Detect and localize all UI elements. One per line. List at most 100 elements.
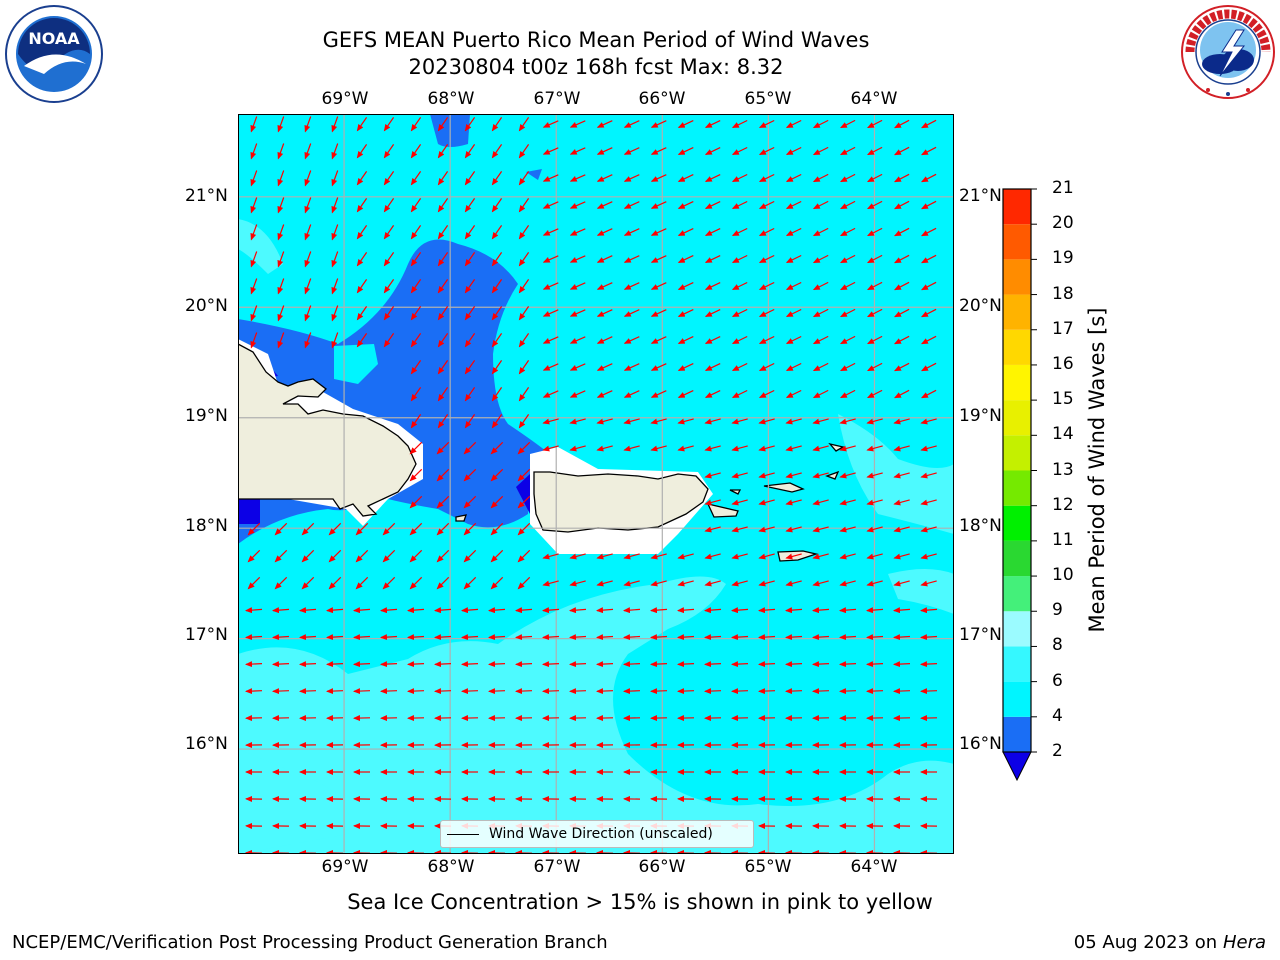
wind-wave-arrow	[704, 634, 722, 641]
wind-wave-arrow	[623, 580, 640, 587]
wind-wave-arrow	[840, 281, 856, 291]
wind-wave-arrow	[490, 576, 504, 590]
wind-wave-arrow	[245, 688, 263, 695]
wind-wave-arrow	[650, 228, 667, 236]
wind-wave-arrow	[758, 173, 775, 183]
wind-wave-arrow	[491, 333, 503, 348]
wind-wave-arrow	[410, 117, 422, 132]
wind-wave-arrow	[867, 335, 883, 345]
wind-wave-arrow	[515, 688, 533, 695]
wind-wave-arrow	[490, 549, 504, 563]
wind-wave-arrow	[437, 333, 449, 348]
wind-wave-arrow	[517, 441, 531, 455]
wind-wave-arrow	[409, 441, 423, 455]
wind-wave-arrow	[921, 119, 937, 129]
wind-wave-arrow	[677, 688, 695, 695]
wind-wave-arrow	[704, 580, 721, 587]
wind-wave-arrow	[245, 661, 263, 668]
wind-wave-arrow	[758, 362, 775, 372]
wind-wave-arrow	[731, 418, 748, 425]
wind-wave-arrow	[299, 634, 317, 641]
wind-wave-arrow	[704, 553, 721, 560]
colorbar-segment	[1003, 681, 1031, 717]
wind-wave-arrow	[410, 225, 422, 240]
wind-wave-arrow	[488, 688, 506, 695]
lon-label-top-69w: 69°W	[321, 89, 369, 109]
wind-wave-arrow	[596, 661, 614, 668]
wind-wave-arrow	[596, 336, 613, 344]
wind-wave-arrow	[277, 305, 285, 322]
lon-label-bottom-68w: 68°W	[427, 857, 475, 877]
lat-label-left-16n: 16°N	[185, 734, 228, 754]
lat-label-right-17n: 17°N	[959, 625, 1002, 645]
wind-wave-arrow	[812, 418, 829, 425]
wind-wave-arrow	[331, 116, 339, 133]
wind-wave-arrow	[921, 254, 937, 264]
wind-wave-arrow	[437, 117, 449, 132]
wind-wave-arrow	[410, 144, 422, 159]
wind-wave-arrow	[920, 607, 938, 614]
wind-wave-arrow	[704, 472, 721, 479]
wind-wave-arrow	[785, 362, 802, 372]
wind-wave-arrow	[758, 418, 775, 425]
wind-wave-arrow	[704, 228, 721, 236]
wind-wave-arrow	[517, 522, 531, 536]
wind-wave-arrow	[840, 200, 856, 210]
wind-wave-arrow	[274, 549, 288, 563]
wind-wave-arrow	[277, 332, 285, 349]
wind-wave-arrow	[596, 147, 613, 155]
wind-wave-arrow	[518, 333, 530, 348]
wind-wave-arrow	[758, 389, 775, 399]
wind-wave-arrow	[410, 252, 422, 267]
wind-wave-arrow	[464, 198, 476, 213]
wind-wave-arrow	[866, 607, 884, 614]
wind-wave-arrow	[247, 522, 261, 536]
wind-wave-arrow	[596, 282, 613, 290]
wind-wave-arrow	[839, 553, 856, 560]
wind-wave-arrow	[785, 580, 802, 587]
wind-wave-arrow	[731, 227, 748, 237]
wind-wave-arrow	[866, 553, 883, 560]
wind-wave-arrow	[304, 278, 312, 295]
wind-wave-arrow	[434, 634, 452, 641]
wind-wave-arrow	[650, 688, 668, 695]
wind-wave-arrow	[250, 251, 258, 268]
wind-wave-arrow	[383, 144, 395, 159]
wind-wave-arrow	[326, 688, 344, 695]
wind-wave-arrow	[542, 634, 560, 641]
colorbar-tick-label: 9	[1052, 600, 1063, 621]
wind-wave-arrow	[517, 468, 531, 482]
wind-wave-arrow	[650, 445, 667, 452]
wind-wave-arrow	[518, 306, 530, 321]
wind-wave-arrow	[464, 144, 476, 159]
wind-wave-arrow	[596, 580, 613, 587]
wind-wave-arrow	[812, 173, 829, 183]
wind-wave-arrow	[731, 173, 748, 183]
colorbar-tick-label: 10	[1052, 565, 1074, 586]
wind-wave-arrow	[331, 143, 339, 160]
lon-label-top-64w: 64°W	[850, 89, 898, 109]
wind-wave-arrow	[758, 308, 775, 318]
wind-wave-arrow	[491, 171, 503, 186]
wind-wave-arrow	[383, 198, 395, 213]
wind-wave-arrow	[331, 251, 339, 268]
wind-wave-arrow	[731, 445, 748, 452]
wind-wave-arrow	[623, 255, 640, 263]
wind-wave-arrow	[491, 144, 503, 159]
wind-wave-arrow	[461, 661, 479, 668]
wind-wave-arrow	[812, 362, 829, 372]
wind-wave-arrow	[812, 308, 829, 318]
wind-wave-arrow	[921, 308, 937, 318]
wind-wave-arrow	[758, 607, 776, 614]
wind-wave-arrow	[650, 120, 667, 128]
wind-wave-arrow	[463, 495, 477, 509]
wind-wave-arrow	[650, 661, 668, 668]
wind-wave-arrow	[488, 634, 506, 641]
wind-wave-arrow	[434, 688, 452, 695]
wind-wave-arrow	[380, 607, 398, 614]
wind-wave-arrow	[840, 389, 856, 399]
wind-wave-arrow	[894, 173, 910, 183]
wind-wave-arrow	[437, 387, 449, 402]
colorbar-segment	[1003, 224, 1031, 260]
wind-wave-arrow	[650, 634, 668, 641]
